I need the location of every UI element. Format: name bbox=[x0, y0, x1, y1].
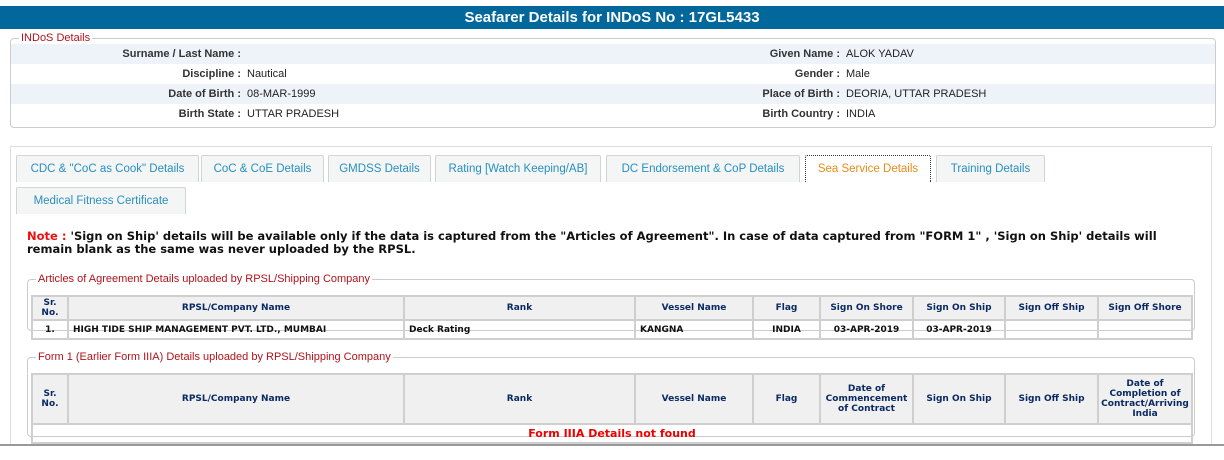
field-label: Place of Birth : bbox=[762, 88, 840, 100]
table-cell: KANGNA bbox=[634, 319, 754, 340]
table-cell: 03-APR-2019 bbox=[819, 319, 914, 340]
note-text: 'Sign on Ship' details will be available… bbox=[27, 229, 1157, 256]
field-label: Date of Birth : bbox=[168, 88, 241, 100]
field-value: Nautical bbox=[247, 68, 287, 80]
column-header: Vessel Name bbox=[634, 373, 754, 425]
articles-legend: Articles of Agreement Details uploaded b… bbox=[38, 273, 371, 285]
column-header: Sign On Ship bbox=[912, 373, 1006, 425]
column-header: Date of Commencement of Contract bbox=[819, 373, 914, 425]
field-value: DEORIA, UTTAR PRADESH bbox=[846, 88, 987, 100]
indos-row: Discipline : Nautical Gender : Male bbox=[11, 64, 1215, 84]
indos-legend: INDoS Details bbox=[21, 32, 91, 44]
column-header: Flag bbox=[752, 373, 821, 425]
field-value: ALOK YADAV bbox=[846, 48, 914, 60]
field-label: Given Name : bbox=[769, 48, 840, 60]
column-header: Rank bbox=[403, 295, 636, 321]
table-cell: HIGH TIDE SHIP MANAGEMENT PVT. LTD., MUM… bbox=[67, 319, 405, 340]
column-header: Date of Completion of Contract/Arriving … bbox=[1097, 373, 1193, 425]
divider bbox=[0, 444, 1224, 446]
tab-training-details[interactable]: Training Details bbox=[936, 155, 1045, 182]
table-cell bbox=[1004, 319, 1099, 340]
column-header: Rank bbox=[403, 373, 636, 425]
table-cell: 1. bbox=[31, 319, 69, 340]
column-header: Sign Off Ship bbox=[1004, 295, 1099, 321]
table-row: 1. HIGH TIDE SHIP MANAGEMENT PVT. LTD., M… bbox=[31, 319, 1193, 340]
articles-section: Articles of Agreement Details uploaded b… bbox=[27, 273, 1195, 340]
form1-section: Form 1 (Earlier Form IIIA) Details uploa… bbox=[27, 351, 1195, 444]
articles-table: Sr. No. RPSL/Company Name Rank Vessel Name F… bbox=[31, 295, 1193, 340]
field-value: 08-MAR-1999 bbox=[247, 88, 316, 100]
field-label: Discipline : bbox=[182, 68, 241, 80]
empty-message: Form IIIA Details not found bbox=[31, 423, 1193, 444]
indos-row: Surname / Last Name : Given Name : ALOK YA… bbox=[11, 44, 1215, 64]
table-cell: 03-APR-2019 bbox=[912, 319, 1006, 340]
field-value bbox=[241, 44, 756, 64]
field-label: Birth Country : bbox=[762, 108, 840, 120]
form1-table: Sr. No. RPSL/Company Name Rank Vessel Name F… bbox=[31, 373, 1193, 444]
field-label: Surname / Last Name : bbox=[122, 48, 241, 60]
column-header: Sign Off Ship bbox=[1004, 373, 1099, 425]
field-value: UTTAR PRADESH bbox=[247, 108, 340, 120]
column-header: Sign On Ship bbox=[912, 295, 1006, 321]
note-label: Note : bbox=[27, 229, 67, 243]
note: Note : 'Sign on Ship' details will be av… bbox=[27, 230, 1187, 256]
field-label: Birth State : bbox=[178, 108, 241, 120]
indos-row: Date of Birth : 08-MAR-1999 Place of Birth… bbox=[11, 84, 1215, 104]
tab-coc-coe-details[interactable]: CoC & CoE Details bbox=[201, 155, 324, 182]
field-value: INDIA bbox=[846, 108, 876, 120]
column-header: RPSL/Company Name bbox=[67, 373, 405, 425]
tab-cdc-coc-as-cook-details[interactable]: CDC & "CoC as Cook" Details bbox=[16, 155, 199, 182]
column-header: Sign Off Shore bbox=[1097, 295, 1193, 321]
tab-panel bbox=[10, 146, 1212, 446]
tab-medical-fitness-certificate[interactable]: Medical Fitness Certificate bbox=[16, 187, 186, 214]
table-cell bbox=[1097, 319, 1193, 340]
column-header: RPSL/Company Name bbox=[67, 295, 405, 321]
tab-gmdss-details[interactable]: GMDSS Details bbox=[328, 155, 431, 182]
tab-dc-endorsement-cop-details[interactable]: DC Endorsement & CoP Details bbox=[606, 155, 800, 182]
indos-row: Birth State : UTTAR PRADESH Birth Country … bbox=[11, 104, 1215, 124]
field-value: Male bbox=[846, 68, 870, 80]
table-cell: Deck Rating bbox=[403, 319, 636, 340]
tab-rating-watch-keeping-ab[interactable]: Rating [Watch Keeping/AB] bbox=[435, 155, 601, 182]
tab-sea-service-details[interactable]: Sea Service Details bbox=[805, 155, 931, 182]
column-header: Sr. No. bbox=[31, 373, 69, 425]
page-title: Seafarer Details for INDoS No : 17GL5433 bbox=[0, 6, 1224, 29]
form1-legend: Form 1 (Earlier Form IIIA) Details uploa… bbox=[38, 351, 391, 363]
column-header: Flag bbox=[752, 295, 821, 321]
column-header: Sr. No. bbox=[31, 295, 69, 321]
column-header: Vessel Name bbox=[634, 295, 754, 321]
indos-details: INDoS Details Surname / Last Name : Given… bbox=[10, 32, 1216, 128]
column-header: Sign On Shore bbox=[819, 295, 914, 321]
table-cell: INDIA bbox=[752, 319, 821, 340]
field-label: Gender : bbox=[794, 68, 840, 80]
